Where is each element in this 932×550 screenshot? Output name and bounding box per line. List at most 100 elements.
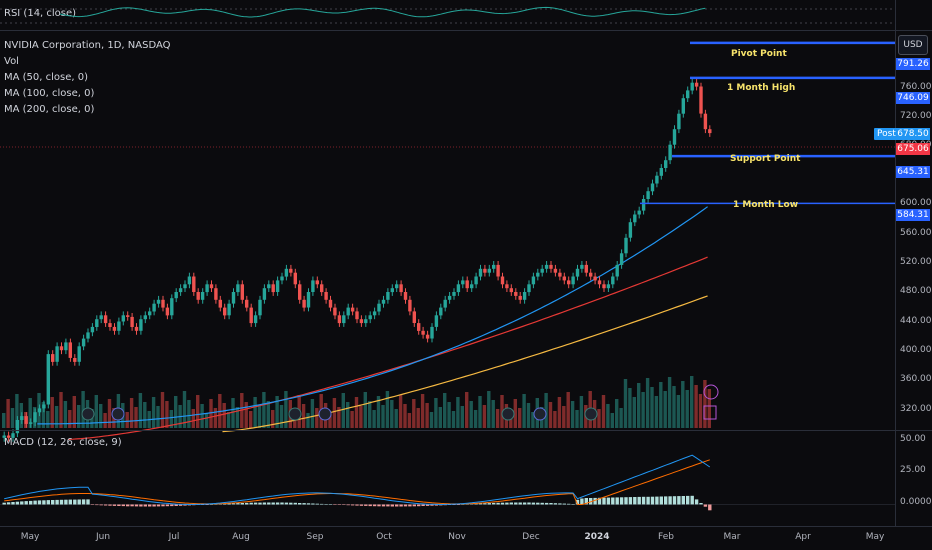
time-tick: Feb: [658, 532, 674, 542]
candle-body: [633, 214, 637, 223]
macd-histogram-bar: [68, 499, 72, 505]
candle-body: [447, 295, 452, 300]
macd-histogram-bar: [492, 502, 496, 505]
macd-histogram-bar: [549, 503, 553, 505]
macd-histogram-bar: [117, 504, 121, 506]
candle-body: [619, 253, 624, 265]
currency-button[interactable]: USD: [898, 35, 928, 55]
candle-body: [544, 264, 549, 269]
macd-histogram-bar: [412, 504, 416, 507]
candle-body: [15, 420, 20, 434]
volume-bar: [548, 402, 553, 428]
candle-body: [73, 358, 77, 362]
candle-body: [20, 416, 24, 420]
volume-bar: [94, 395, 98, 428]
candle-body: [408, 299, 412, 312]
volume-bar: [407, 413, 412, 428]
macd-histogram-bar: [522, 502, 527, 505]
volume-bar: [182, 391, 187, 428]
candle-body: [161, 299, 165, 308]
macd-histogram-bar: [646, 496, 650, 505]
volume-bar: [650, 387, 654, 428]
candle-body: [681, 98, 685, 114]
candle-body: [364, 319, 368, 324]
symbol-title[interactable]: NVIDIA Corporation, 1D, NASDAQ: [4, 40, 171, 51]
volume-bar: [72, 396, 76, 428]
volume-bar: [10, 408, 15, 428]
time-tick: Jun: [95, 532, 111, 542]
macd-histogram-bar: [152, 504, 156, 507]
time-tick: Sep: [306, 532, 324, 542]
macd-histogram-bar: [664, 496, 668, 505]
macd-histogram-bar: [496, 502, 500, 505]
time-tick: 2024: [584, 532, 610, 542]
macd-histogram-bar: [593, 497, 597, 505]
volume-bar: [443, 393, 447, 428]
candle-body: [6, 435, 11, 438]
price-tick: 520.00: [900, 257, 932, 267]
macd-histogram-bar: [315, 503, 319, 505]
candle-body: [659, 168, 663, 176]
candle-body: [412, 311, 416, 323]
candle-body: [359, 319, 364, 324]
macd-histogram-bar: [408, 504, 412, 507]
ma50-legend[interactable]: MA (50, close, 0): [4, 72, 89, 83]
macd-histogram-bar: [156, 504, 161, 507]
earnings-icon: [501, 407, 515, 421]
month-high-label: 1 Month High: [727, 83, 796, 93]
volume-bar: [77, 405, 81, 428]
support-price-tag: 645.31: [896, 166, 930, 178]
volume-bar: [615, 399, 619, 428]
macd-histogram-bar: [399, 504, 403, 507]
macd-histogram-bar: [686, 495, 690, 505]
macd-histogram-bar: [64, 499, 68, 505]
volume-bar: [518, 408, 522, 428]
macd-histogram-bar: [452, 504, 456, 505]
volume-bar: [15, 394, 19, 428]
candle-body: [258, 299, 262, 316]
macd-histogram-bar: [95, 504, 99, 506]
candle-body: [421, 330, 425, 335]
macd-histogram-bar: [487, 503, 491, 505]
volume-legend[interactable]: Vol: [4, 56, 19, 67]
macd-histogram-bar: [417, 504, 421, 507]
candle-body: [108, 323, 112, 327]
volume-bar: [279, 405, 284, 428]
macd-histogram-bar: [633, 497, 637, 505]
macd-histogram-bar: [271, 502, 275, 505]
volume-bar: [654, 396, 659, 428]
candle-body: [540, 268, 544, 273]
macd-histogram-bar: [562, 503, 566, 505]
candle-body: [562, 276, 566, 281]
rsi-label: RSI (14, close): [4, 8, 77, 19]
candle-body: [425, 334, 430, 339]
macd-histogram-bar: [359, 504, 364, 506]
volume-bar: [420, 394, 425, 428]
ma200-legend[interactable]: MA (200, close, 0): [4, 104, 95, 115]
volume-bar: [103, 413, 107, 428]
volume-bar: [469, 401, 473, 428]
month-low-label: 1 Month Low: [733, 200, 799, 210]
volume-bar: [460, 406, 464, 428]
candle-body: [664, 160, 668, 168]
volume-bar: [434, 398, 438, 428]
candle-body: [29, 422, 33, 424]
candle-body: [355, 311, 359, 320]
volume-bar: [632, 397, 636, 428]
volume-bar: [663, 391, 667, 428]
macd-histogram-bar: [139, 504, 143, 507]
macd-histogram-bar: [73, 499, 77, 505]
candle-body: [368, 315, 372, 320]
macd-histogram-bar: [677, 496, 681, 505]
macd-histogram-bar: [280, 502, 284, 505]
volume-bar: [209, 399, 213, 428]
volume-bar: [557, 397, 562, 428]
high-price-tag: 746.09: [896, 92, 930, 104]
ma100-legend[interactable]: MA (100, close, 0): [4, 88, 95, 99]
macd-histogram-bar: [655, 496, 659, 505]
volume-bar: [403, 404, 407, 428]
volume-bar: [672, 386, 676, 428]
volume-bar: [562, 406, 566, 428]
candle-body: [262, 288, 267, 300]
